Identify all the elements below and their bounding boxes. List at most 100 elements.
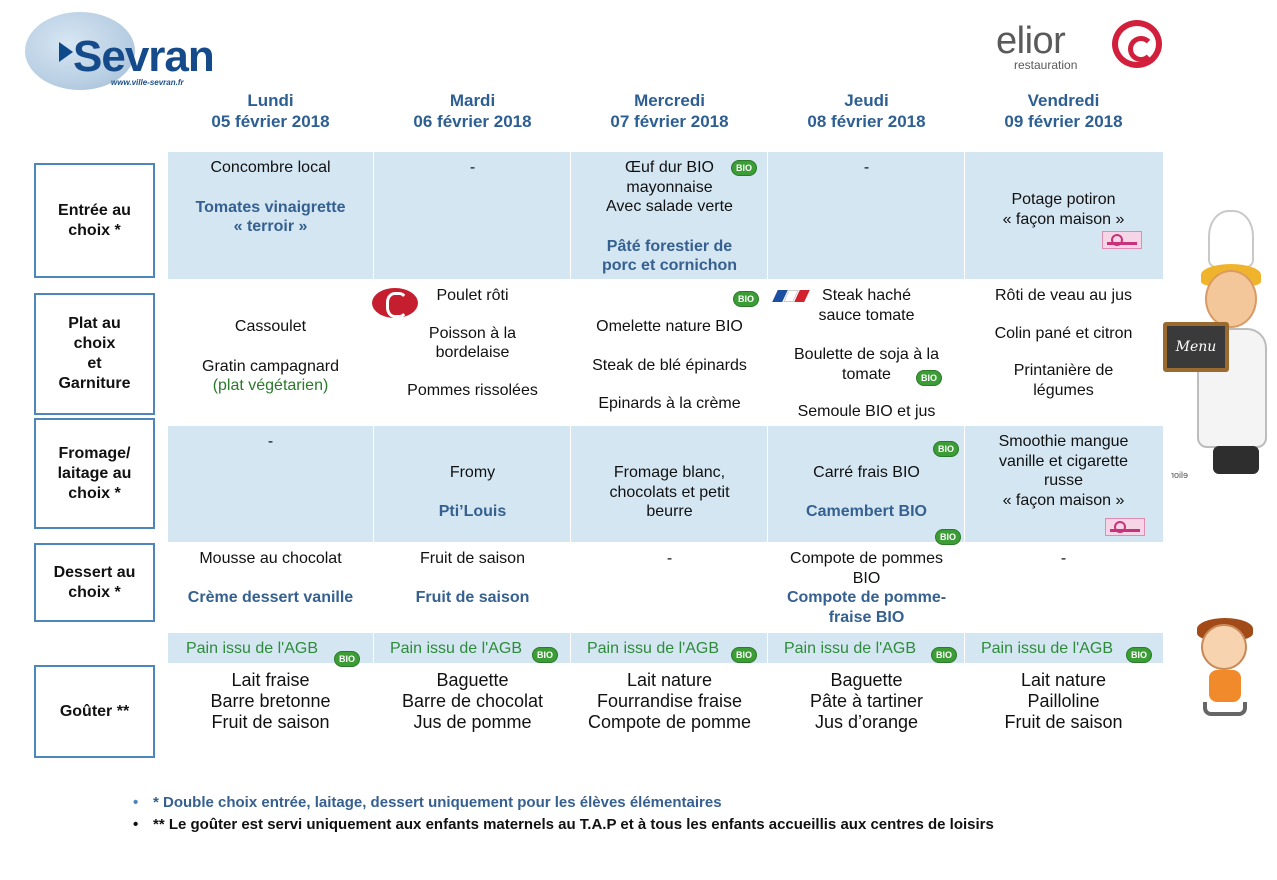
row-label-line: choix [73,335,116,352]
dessert-cell-mardi: Fruit de saison Fruit de saison [374,549,571,607]
menu-item-alt: Crème dessert vanille [187,588,354,606]
sevran-swoosh-graphic [25,12,135,90]
menu-item: Potage potiron [1011,191,1116,208]
menu-item-alt: Compote de pomme- [786,589,947,606]
pain-agb-mardi: Pain issu de l'AGB [389,640,522,657]
row-label-entree: Entrée au choix * [34,163,155,278]
menu-item: - [267,433,274,450]
day-name: Mardi [449,91,496,110]
bullet-icon: • [133,816,139,833]
gouter-cell-mercredi: Lait nature Fourrandise fraise Compote d… [571,670,768,733]
pain-agb-mercredi: Pain issu de l'AGB [586,640,719,657]
row-label-line: Dessert au [53,563,136,581]
elior-logo-text: elior [996,20,1066,62]
chef-hat-icon [1208,210,1254,268]
menu-item: Baguette [830,670,903,690]
bio-badge-icon: BIO [532,647,558,663]
vegetarian-note: (plat végétarien) [212,377,329,394]
sevran-logo: Sevran www.ville-sevran.fr [25,12,215,92]
arrow-icon [59,42,73,62]
menu-item: sauce tomate [818,306,915,324]
row-label-dessert: Dessert au choix * [34,543,155,622]
menu-item: Pailloline [1027,691,1100,711]
plat-cell-jeudi: Steak haché sauce tomate Boulette de soj… [768,286,965,422]
pain-agb-lundi: Pain issu de l'AGB [185,640,318,657]
row-label-line: choix * [68,484,121,502]
menu-item: BIO [852,569,881,587]
fromage-cell-mardi: Fromy Pti’Louis [374,463,571,521]
row-label-line: et [87,355,102,372]
menu-item: Semoule BIO et jus [797,403,936,420]
row-label-line: laitage au [57,464,132,482]
menu-item: Mousse au chocolat [199,550,342,567]
chef-legs [1213,446,1259,474]
bio-badge-icon: BIO [731,647,757,663]
menu-item: Rôti de veau au jus [995,287,1132,304]
child-head [1201,624,1247,670]
menu-item: Lait nature [1020,670,1107,690]
fromage-cell-lundi: - [172,432,369,452]
fromage-band [168,426,1163,542]
menu-item: Fourrandise fraise [596,691,743,711]
menu-chalkboard: Menu [1163,322,1229,372]
day-header-mardi: Mardi 06 février 2018 [374,90,571,132]
gouter-cell-lundi: Lait fraise Barre bretonne Fruit de sais… [172,670,369,733]
menu-item-alt: porc et cornichon [601,257,738,274]
dessert-cell-lundi: Mousse au chocolat Crème dessert vanille [172,549,369,607]
menu-item: « façon maison » [1002,210,1125,228]
menu-item: - [863,159,870,176]
bio-badge-icon: BIO [334,651,360,667]
row-label-plat: Plat au choix et Garniture [34,293,155,415]
menu-item: Jus d’orange [814,712,919,732]
menu-item: chocolats et petit [609,483,730,501]
menu-item: Poulet rôti [436,287,509,304]
entree-cell-lundi: Concombre local Tomates vinaigrette « te… [172,158,369,237]
menu-item: Fruit de saison [420,550,525,567]
child-illustration [1183,618,1268,718]
row-label-line: Fromage/ [58,444,131,462]
row-label-fromage: Fromage/laitage au choix * [34,418,155,529]
row-label-line: Goûter ** [59,702,130,720]
day-date: 06 février 2018 [413,112,532,131]
menu-item: légumes [1033,381,1094,399]
menu-item: Smoothie mangue [998,433,1129,450]
menu-item-alt: Pti’Louis [438,502,507,520]
menu-item: Cassoulet [234,318,307,335]
entree-cell-vendredi: Potage potiron « façon maison » [965,190,1162,229]
menu-item: Avec salade verte [606,198,733,215]
plat-cell-mardi: Poulet rôti Poisson à la bordelaise Pomm… [374,286,571,400]
fromage-cell-vendredi: Smoothie mangue vanille et cigarette rus… [965,432,1162,510]
fromage-cell-mercredi: Fromage blanc, chocolats et petit beurre [571,463,768,522]
menu-item: Fromy [449,464,496,481]
column-divider [570,152,571,663]
gouter-cell-vendredi: Lait nature Pailloline Fruit de saison [965,670,1162,733]
menu-item: Compote de pomme [587,712,752,732]
day-date: 08 février 2018 [807,112,926,131]
fromage-cell-jeudi: Carré frais BIO Camembert BIO [768,463,965,521]
menu-item: bordelaise [435,344,510,361]
menu-item: Colin pané et citron [994,324,1133,342]
row-label-line: Garniture [58,375,131,392]
day-name: Jeudi [844,91,889,110]
menu-item: Barre bretonne [210,691,331,711]
menu-item: Fromage blanc, [613,464,726,481]
column-divider [964,152,965,663]
menu-item-alt: Camembert BIO [806,502,927,520]
plat-cell-mercredi: Omelette nature BIO Steak de blé épinard… [571,298,768,414]
plat-cell-lundi: Cassoulet Gratin campagnard (plat végéta… [172,317,369,396]
pain-agb-vendredi: Pain issu de l'AGB [980,640,1113,657]
row-label-line: choix * [68,221,121,239]
menu-item: Printanière de [1013,362,1114,379]
menu-item: - [666,550,673,567]
bio-badge-icon: BIO [931,647,957,663]
bio-badge-icon: BIO [733,291,759,307]
menu-item: Epinards à la crème [598,395,741,412]
day-date: 07 février 2018 [610,112,729,131]
menu-item: russe [1043,472,1084,489]
day-name: Vendredi [1027,91,1100,110]
row-label-line: Plat au [68,315,121,332]
menu-item: Boulette de soja à la [794,346,939,363]
menu-item-alt: Pâté forestier de [606,237,733,255]
entree-cell-mardi: - [374,158,571,178]
menu-item: Pommes rissolées [407,381,538,399]
